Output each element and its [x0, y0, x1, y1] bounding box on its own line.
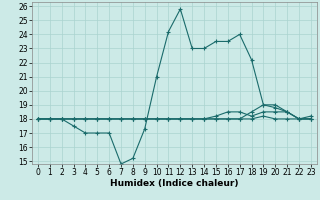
- X-axis label: Humidex (Indice chaleur): Humidex (Indice chaleur): [110, 179, 239, 188]
